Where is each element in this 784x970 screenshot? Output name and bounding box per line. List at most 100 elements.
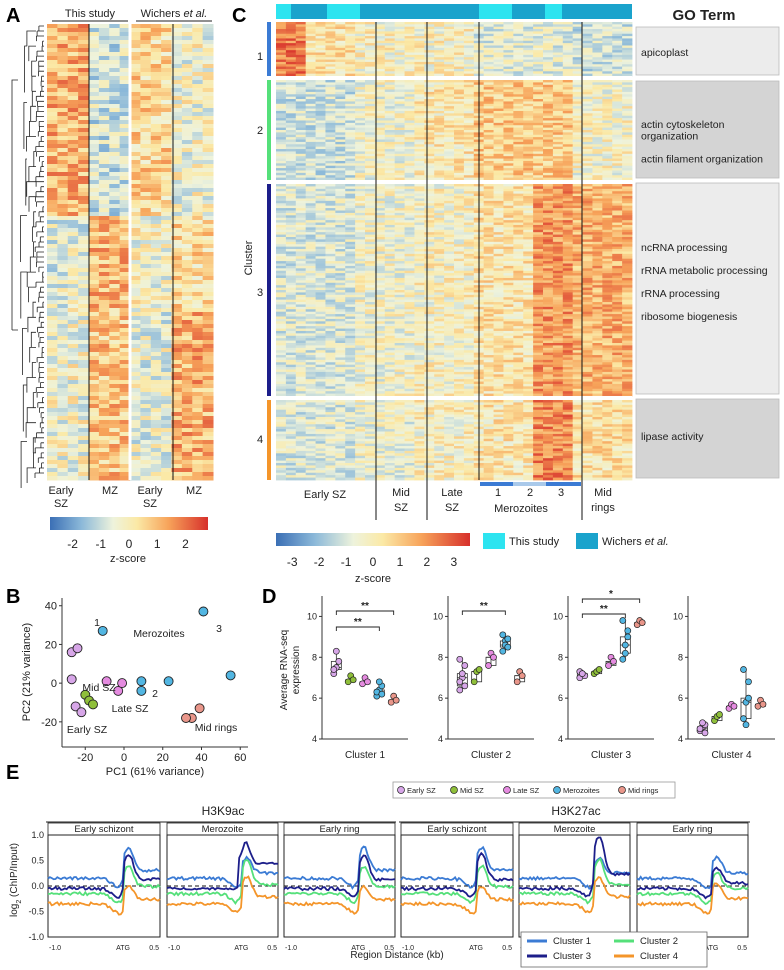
heatmap-c-cell bbox=[424, 89, 435, 93]
heatmap-c-cell bbox=[562, 125, 574, 129]
heatmap-a-cell bbox=[119, 252, 131, 257]
heatmap-a-cell bbox=[181, 64, 193, 69]
heatmap-a-cell bbox=[161, 84, 173, 89]
heatmap-c-cell bbox=[582, 120, 593, 124]
heatmap-c-cell bbox=[305, 40, 316, 44]
heatmap-a-cell bbox=[140, 212, 152, 217]
heatmap-a-cell bbox=[140, 436, 152, 441]
heatmap-c-cell bbox=[602, 196, 613, 199]
heatmap-c-cell bbox=[533, 36, 544, 39]
heatmap-c-cell bbox=[602, 99, 613, 102]
heatmap-a-cell bbox=[119, 88, 131, 93]
heatmap-c-cell bbox=[404, 191, 415, 195]
heatmap-c-cell bbox=[444, 168, 455, 171]
heatmap-a-cell bbox=[119, 368, 131, 373]
heatmap-c-cell bbox=[335, 94, 346, 98]
heatmap-a-cell bbox=[109, 76, 121, 81]
heatmap-a-cell bbox=[119, 60, 131, 65]
heatmap-c-cell bbox=[374, 103, 386, 107]
heatmap-c-cell bbox=[404, 186, 415, 190]
heatmap-a-cell bbox=[67, 400, 79, 405]
heatmap-a-cell bbox=[130, 44, 141, 49]
heatmap-c-cell bbox=[434, 198, 445, 202]
heatmap-c-cell bbox=[276, 73, 287, 77]
heatmap-c-cell bbox=[295, 94, 307, 98]
heatmap-c-cell bbox=[572, 47, 583, 51]
heatmap-c-cell bbox=[365, 82, 376, 86]
heatmap-a-cell bbox=[88, 352, 100, 357]
heatmap-c-cell bbox=[355, 66, 366, 70]
heatmap-c-cell bbox=[592, 45, 603, 49]
heatmap-c-cell bbox=[305, 196, 316, 199]
heatmap-a-cell bbox=[140, 276, 152, 281]
heatmap-a-cell bbox=[98, 416, 110, 421]
heatmap-a-cell bbox=[57, 400, 69, 405]
heatmap-a-cell bbox=[109, 96, 121, 101]
heatmap-a-cell bbox=[150, 332, 162, 337]
heatmap-c-cell bbox=[493, 151, 504, 155]
heatmap-a-cell bbox=[150, 312, 162, 317]
heatmap-a-cell bbox=[78, 448, 90, 453]
heatmap-a-cell bbox=[88, 316, 100, 321]
heatmap-a-cell bbox=[88, 284, 100, 289]
heatmap-c-cell bbox=[355, 84, 366, 88]
heatmap-a-cell bbox=[47, 400, 58, 405]
heatmap-a-cell bbox=[119, 380, 131, 385]
heatmap-c-cell bbox=[345, 224, 356, 228]
heatmap-a-cell bbox=[88, 232, 100, 237]
heatmap-c-cell bbox=[394, 66, 405, 70]
heatmap-c-cell bbox=[384, 36, 396, 39]
heatmap-c-cell bbox=[582, 52, 593, 56]
heatmap-c-cell bbox=[592, 120, 603, 124]
heatmap-c-cell bbox=[454, 68, 465, 72]
heatmap-c-cell bbox=[562, 193, 574, 197]
heatmap-c-cell bbox=[305, 47, 316, 51]
heatmap-c-cell bbox=[355, 222, 366, 226]
heatmap-a-cell bbox=[181, 376, 193, 381]
heatmap-c-cell bbox=[543, 94, 554, 98]
heatmap-c-cell bbox=[434, 47, 445, 51]
heatmap-a-cell bbox=[192, 232, 204, 237]
heatmap-c-cell bbox=[374, 101, 386, 105]
heatmap-a-cell bbox=[109, 180, 121, 185]
heatmap-a-cell bbox=[130, 80, 141, 85]
heatmap-c-cell bbox=[404, 122, 415, 126]
heatmap-c-cell bbox=[434, 137, 445, 140]
heatmap-c-cell bbox=[315, 130, 326, 133]
heatmap-c-cell bbox=[404, 205, 415, 209]
heatmap-c-cell bbox=[325, 118, 336, 121]
heatmap-c-cell bbox=[582, 47, 593, 51]
heatmap-c-cell bbox=[592, 122, 603, 126]
heatmap-a-cell bbox=[150, 52, 162, 57]
heatmap-a-cell bbox=[140, 180, 152, 185]
heatmap-c-cell bbox=[335, 82, 346, 86]
heatmap-c-cell bbox=[335, 212, 346, 216]
heatmap-c-cell bbox=[592, 215, 603, 219]
heatmap-c-cell bbox=[335, 229, 346, 233]
heatmap-c-cell bbox=[483, 87, 494, 90]
heatmap-a-cell bbox=[171, 48, 183, 53]
heatmap-c-cell bbox=[503, 203, 514, 207]
heatmap-c-cell bbox=[562, 132, 574, 136]
heatmap-c-cell bbox=[295, 186, 307, 190]
heatmap-c-cell bbox=[345, 108, 356, 112]
heatmap-c-cell bbox=[503, 106, 514, 109]
panel-a-col-4-l1: MZ bbox=[186, 485, 202, 497]
heatmap-c-cell bbox=[404, 101, 415, 105]
heatmap-c-cell bbox=[384, 89, 396, 93]
heatmap-c-cell bbox=[612, 50, 623, 53]
heatmap-a-cell bbox=[202, 256, 214, 261]
heatmap-c-cell bbox=[612, 144, 623, 148]
heatmap-c-cell bbox=[424, 47, 435, 51]
heatmap-a-cell bbox=[78, 224, 90, 229]
heatmap-c-cell bbox=[483, 234, 494, 238]
heatmap-c-cell bbox=[365, 232, 376, 235]
heatmap-a-cell bbox=[47, 48, 58, 53]
heatmap-c-cell bbox=[523, 96, 534, 100]
heatmap-c-cell bbox=[325, 224, 336, 228]
heatmap-a-cell bbox=[140, 120, 152, 125]
heatmap-c-cell bbox=[483, 151, 494, 155]
heatmap-a-cell bbox=[78, 392, 90, 397]
heatmap-a-cell bbox=[181, 380, 193, 385]
heatmap-a-cell bbox=[98, 24, 110, 29]
